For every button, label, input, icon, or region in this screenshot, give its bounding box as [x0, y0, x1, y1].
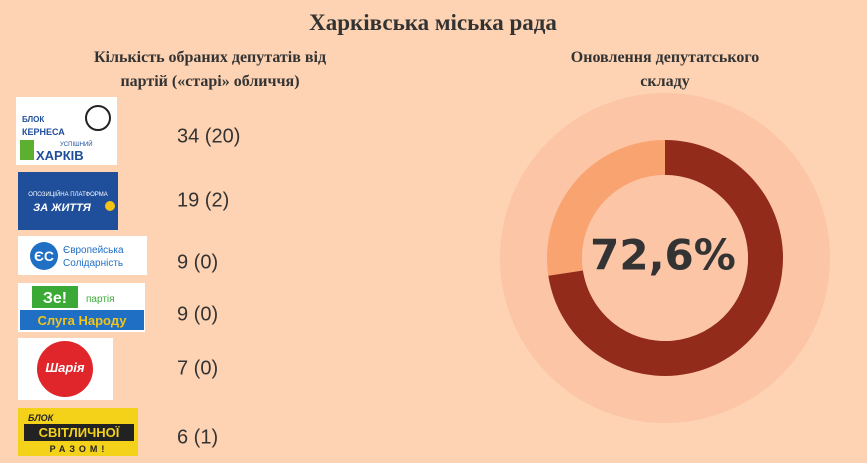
- logo-text: Слуга Народу: [38, 313, 128, 328]
- party-count: 6 (1): [177, 426, 218, 448]
- party-logo: Зе! партія Слуга Народу: [18, 283, 145, 332]
- party-logo: БЛОК СВІТЛИЧНОЇ РАЗОМ!: [18, 408, 138, 456]
- logo-text: БЛОК: [22, 115, 44, 124]
- logo-text: Шарія: [45, 360, 85, 375]
- party-count: 34 (20): [177, 125, 240, 147]
- svg-text:ЄС: ЄС: [34, 248, 54, 264]
- left-heading: Кількість обраних депутатів від: [94, 49, 326, 66]
- party-logo: БЛОК КЕРНЕСА УСПІШНИЙ ХАРКІВ: [16, 97, 117, 165]
- logo-text: УСПІШНИЙ: [60, 140, 93, 148]
- title: Харківська міська рада: [309, 10, 557, 35]
- party-count: 9 (0): [177, 251, 218, 273]
- logo-text: ЗА ЖИТТЯ: [33, 202, 92, 214]
- left-heading: партій («старі» обличчя): [120, 73, 299, 90]
- logo-text: БЛОК: [28, 413, 55, 423]
- donut-value: 72,6%: [590, 231, 736, 280]
- logo-text: КЕРНЕСА: [22, 127, 65, 137]
- donut: [547, 140, 783, 376]
- donut-hole: [582, 175, 748, 341]
- party-count: 7 (0): [177, 357, 218, 379]
- logo-text: Європейська: [63, 245, 124, 256]
- logo-text: ОПОЗИЦІЙНА ПЛАТФОРМА: [28, 190, 107, 198]
- logo-text: РАЗОМ!: [50, 444, 109, 454]
- party-logo: Шарія: [18, 338, 113, 400]
- party-count: 9 (0): [177, 303, 218, 325]
- donut-arc: [548, 140, 783, 376]
- donut-heading: складу: [640, 73, 689, 90]
- donut-rest: [547, 140, 665, 276]
- party-logo: ЄС Європейська Солідарність: [18, 236, 147, 275]
- logo-text: Зе!: [43, 290, 67, 307]
- party-logo: ОПОЗИЦІЙНА ПЛАТФОРМА ЗА ЖИТТЯ: [18, 172, 118, 230]
- logo-text: Солідарність: [63, 258, 123, 269]
- donut-heading: Оновлення депутатського: [571, 49, 759, 66]
- party-count: 19 (2): [177, 189, 229, 211]
- logo-text: партія: [86, 294, 115, 305]
- logo-text: ХАРКІВ: [36, 148, 84, 163]
- logo-text: СВІТЛИЧНОЇ: [39, 425, 120, 440]
